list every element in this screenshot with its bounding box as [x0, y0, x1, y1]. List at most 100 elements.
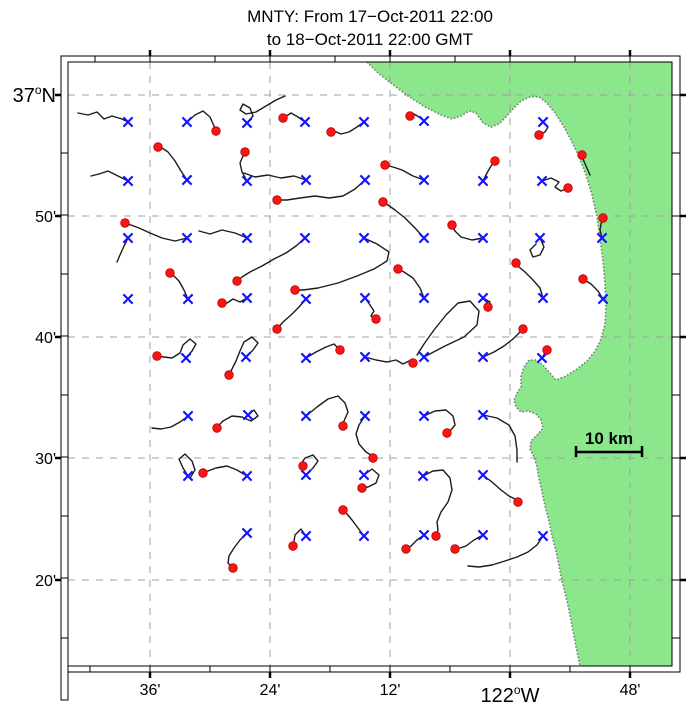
drifter-end-dot	[431, 531, 441, 541]
drifter-start-x-marker	[359, 410, 371, 422]
drifter-start-x-marker	[182, 410, 194, 422]
axis-tick-label: 30'	[35, 451, 56, 468]
coastline-stipple	[366, 61, 607, 667]
axis-tick-label: 122oW	[481, 683, 540, 707]
drifter-start-x-marker	[477, 529, 489, 541]
drifter-end-dot	[408, 358, 418, 368]
drifter-start-x-marker	[241, 232, 253, 244]
drifter-track	[294, 237, 390, 291]
drifter-start-x-marker	[418, 292, 430, 304]
drifter-end-dot	[288, 541, 298, 551]
axis-tick-label: 37oN	[13, 83, 56, 107]
drifter-end-dot	[338, 421, 348, 431]
frame-segment	[334, 55, 391, 63]
drifter-start-x-marker	[241, 292, 253, 304]
drifter-start-x-marker	[477, 292, 489, 304]
drifter-start-x-marker	[300, 410, 312, 422]
drifter-end-dot	[298, 461, 308, 471]
frame-segment	[329, 665, 391, 673]
drifter-end-dot	[272, 324, 282, 334]
figure-title-line1: MNTY: From 17−Oct‑2011 22:00	[247, 7, 493, 26]
drifter-end-dot	[368, 453, 378, 463]
drifter-start-x-marker	[477, 175, 489, 187]
drifter-start-x-marker	[241, 470, 253, 482]
drifter-track	[467, 535, 544, 568]
drifter-end-dot	[598, 213, 608, 223]
drifter-track	[416, 300, 480, 358]
drifter-end-dot	[401, 544, 411, 554]
drifter-end-dot	[240, 147, 250, 157]
drifter-track	[236, 237, 306, 282]
drifter-start-x-marker	[122, 232, 134, 244]
axis-tick-label: 36'	[140, 682, 161, 699]
drifter-start-x-marker	[241, 175, 253, 187]
drifter-start-x-marker	[477, 232, 489, 244]
drifter-start-x-marker	[182, 293, 194, 305]
axis-tick-label: 40'	[35, 330, 56, 347]
drifter-start-x-marker	[299, 232, 311, 244]
drifter-end-dot	[217, 298, 227, 308]
drifter-start-x-marker	[536, 352, 548, 364]
drifter-track	[178, 453, 196, 479]
drifter-track	[77, 111, 129, 123]
drifter-track	[156, 338, 197, 359]
frame-segment	[60, 394, 69, 458]
drifter-start-x-marker	[241, 527, 253, 539]
drifter-track	[305, 395, 349, 427]
drifter-start-x-marker	[242, 409, 254, 421]
drifter-end-dot	[120, 218, 130, 228]
drifter-end-dot	[278, 113, 288, 123]
drifter-track	[482, 414, 518, 463]
drifter-track	[90, 170, 129, 182]
drifter-track	[124, 222, 188, 242]
drifter-end-dot	[442, 428, 452, 438]
drifter-end-dot	[224, 370, 234, 380]
axis-tick-label: 12'	[380, 682, 401, 699]
drifter-end-dot	[326, 127, 336, 137]
drifter-end-dot	[534, 130, 544, 140]
drifter-end-dot	[405, 111, 415, 121]
land-area	[367, 62, 672, 666]
drifter-end-dot	[198, 468, 208, 478]
drifter-end-dot	[211, 126, 221, 136]
drifter-end-dot	[513, 497, 523, 507]
frame-segment	[60, 515, 69, 579]
frame-segment	[671, 215, 681, 275]
drifter-start-x-marker	[181, 174, 193, 186]
drifter-start-x-marker	[418, 529, 430, 541]
drifter-start-x-marker	[359, 351, 371, 363]
drifter-start-x-marker	[477, 469, 489, 481]
drifter-end-dot	[542, 345, 552, 355]
drifter-start-x-marker	[417, 470, 429, 482]
frame-segment	[671, 457, 681, 517]
drifter-track	[227, 532, 248, 569]
drifter-track	[305, 343, 341, 359]
drifter-end-dot	[393, 264, 403, 274]
drifter-end-dot	[165, 268, 175, 278]
drifter-start-x-marker	[358, 116, 370, 128]
drifter-end-dot	[272, 195, 282, 205]
drifter-track	[116, 237, 129, 263]
drifter-start-x-marker	[537, 292, 549, 304]
frame-segment	[449, 665, 511, 673]
axis-tick-label: 20'	[35, 573, 56, 590]
drifter-end-dot	[511, 258, 521, 268]
drifter-end-dot	[153, 142, 163, 152]
frame-segment	[89, 665, 151, 673]
drifter-start-x-marker	[359, 292, 371, 304]
drifter-start-x-marker	[537, 530, 549, 542]
drifter-track	[198, 229, 248, 239]
figure-title-line2: to 18−Oct‑2011 22:00 GMT	[266, 30, 474, 49]
drifter-end-dot	[338, 505, 348, 515]
drifter-track	[228, 336, 259, 376]
drifter-end-dot	[232, 276, 242, 286]
frame-segment	[454, 55, 511, 63]
drifter-end-dot	[577, 150, 587, 160]
axis-tick-label: 48'	[620, 682, 641, 699]
drifter-end-dot	[578, 274, 588, 284]
drifter-track	[239, 95, 286, 124]
drifter-start-x-marker	[122, 116, 134, 128]
drifter-start-x-marker	[537, 116, 549, 128]
drifter-end-dot	[212, 423, 222, 433]
